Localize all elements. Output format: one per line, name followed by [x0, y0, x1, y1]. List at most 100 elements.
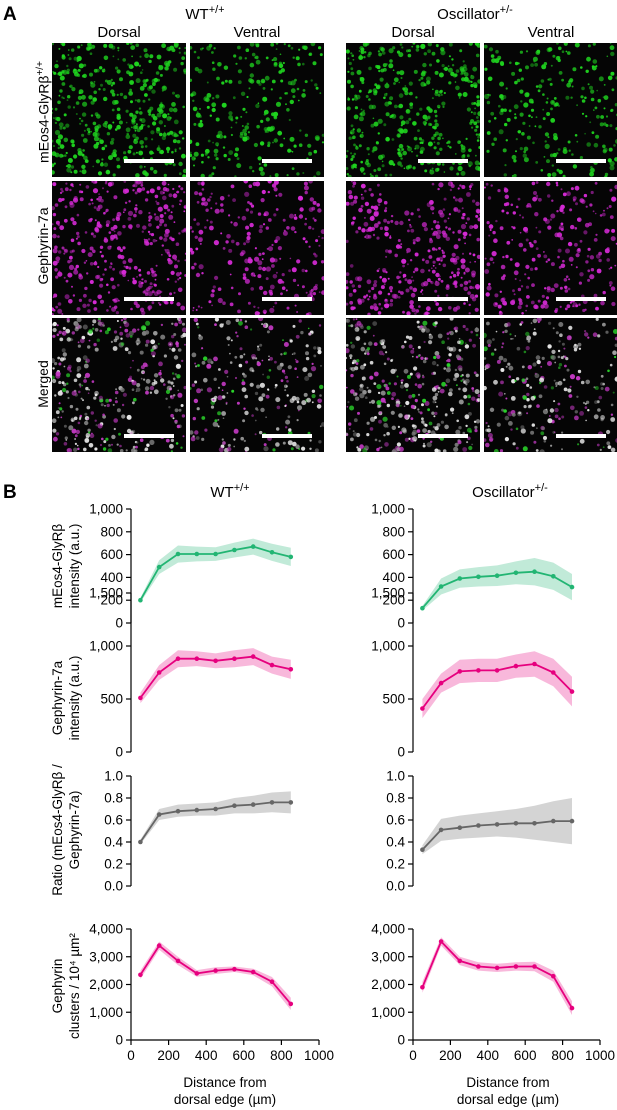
data-point: [513, 821, 519, 826]
x-tick-label: 600: [233, 1048, 256, 1063]
data-point: [532, 821, 537, 826]
data-point: [457, 576, 463, 581]
micrograph-merged-dorsal-oscillator: [346, 318, 480, 452]
scale-bar: [418, 159, 468, 163]
y-tick-label: 1.0: [104, 769, 123, 784]
y-tick-label: 3,000: [89, 949, 123, 964]
micrograph-gephyrin-dorsal-wt: [52, 181, 186, 315]
y-tick-label: 0.8: [386, 791, 405, 806]
data-point: [194, 971, 200, 976]
data-point: [494, 822, 500, 827]
data-point: [138, 597, 143, 603]
x-tick-label: 0: [409, 1048, 417, 1063]
data-point: [513, 663, 519, 669]
y-tick-label: 0.2: [386, 857, 405, 872]
data-point: [569, 689, 575, 694]
series-line: [139, 944, 292, 1005]
y-tick-label: 0.0: [386, 879, 405, 894]
data-point: [175, 551, 181, 557]
y-tick-label: 500: [100, 692, 123, 707]
data-point: [420, 985, 425, 990]
data-point: [532, 964, 537, 969]
data-point: [532, 661, 537, 667]
scale-bar: [124, 159, 174, 163]
micrograph-merged-ventral-oscillator: [484, 318, 617, 452]
data-point: [269, 979, 275, 984]
x-tick-label: 600: [514, 1048, 537, 1063]
y-tick-label: 0: [397, 616, 405, 631]
data-point: [532, 569, 537, 574]
x-tick-label: 0: [127, 1048, 135, 1063]
y-tick-label: 1,000: [89, 639, 123, 654]
y-tick-label: 0.8: [104, 791, 123, 806]
y-tick-label: 1,000: [371, 639, 405, 654]
data-point: [513, 570, 519, 576]
y-tick-label: 0: [115, 745, 123, 760]
data-point: [569, 1005, 575, 1011]
genotype-header-wt: WT+/+: [185, 4, 225, 23]
data-point: [476, 823, 481, 828]
data-point: [288, 1001, 294, 1007]
data-point: [457, 958, 463, 964]
data-point: [250, 802, 256, 807]
confidence-band: [140, 538, 291, 603]
data-point: [494, 573, 500, 578]
data-point: [494, 965, 500, 971]
micrograph-glyr-dorsal-oscillator: [346, 43, 480, 177]
y-tick-label: 400: [382, 570, 405, 585]
data-point: [250, 544, 256, 549]
column-header-dorsal-wt: Dorsal: [97, 24, 141, 41]
data-point: [457, 669, 463, 674]
micrograph-glyr-ventral-oscillator: [484, 43, 617, 177]
y-tick-label: 800: [100, 524, 123, 539]
y-tick-label: 400: [100, 570, 123, 585]
data-point: [438, 680, 444, 686]
x-tick-label: 800: [270, 1048, 293, 1063]
data-point: [232, 803, 237, 808]
xlabel-wt: Distance from dorsal edge (µm): [173, 1075, 277, 1107]
x-tick-label: 1000: [304, 1048, 334, 1063]
confidence-band: [140, 648, 291, 704]
data-point: [138, 695, 143, 701]
column-header-ventral-wt: Ventral: [233, 24, 281, 41]
y-tick-label: 200: [382, 593, 405, 608]
y-tick-label: 0.6: [104, 813, 123, 828]
data-point: [569, 818, 575, 824]
data-point: [213, 968, 218, 973]
y-tick-label: 1.0: [386, 769, 405, 784]
data-point: [156, 812, 162, 817]
data-point: [288, 800, 294, 805]
data-point: [156, 670, 162, 675]
chart-wt-row-4: 0 1,000 2,000 3,000 4,000 0 200 400 600 800 1000: [89, 922, 334, 1064]
y-tick-label: 1,000: [89, 502, 123, 517]
x-tick-label: 400: [477, 1048, 500, 1063]
data-point: [551, 574, 556, 579]
data-point: [175, 656, 181, 661]
y-tick-label: 0: [115, 1033, 123, 1048]
chart-oscillator-row-4: 0 1,000 2,000 3,000 4,000 0 200 400 600 800 1000: [371, 922, 615, 1064]
data-point: [250, 654, 256, 659]
scale-bar: [262, 297, 312, 301]
scale-bar: [124, 434, 174, 438]
x-tick-label: 1000: [585, 1048, 615, 1063]
y-tick-label: 1,500: [89, 586, 123, 601]
chart-oscillator-row-1: 0 200 400 600 800 1,000: [371, 502, 575, 631]
data-point: [551, 670, 556, 675]
chart-header-wt: WT+/+: [210, 482, 250, 501]
y-tick-label: 0: [397, 1033, 405, 1048]
column-header-dorsal-oscillator: Dorsal: [391, 24, 435, 41]
confidence-band: [422, 937, 572, 1015]
y-tick-label: 1,000: [89, 1005, 123, 1020]
scale-bar: [262, 434, 312, 438]
y-tick-label: 500: [382, 692, 405, 707]
data-point: [476, 668, 481, 673]
data-point: [438, 827, 444, 833]
data-point: [269, 662, 275, 668]
data-point: [232, 966, 237, 972]
micrograph-merged-dorsal-wt: [52, 318, 186, 452]
confidence-band: [422, 651, 572, 719]
micrograph-glyr-ventral-wt: [190, 43, 324, 177]
y-tick-label: 0: [397, 745, 405, 760]
data-point: [494, 668, 500, 673]
